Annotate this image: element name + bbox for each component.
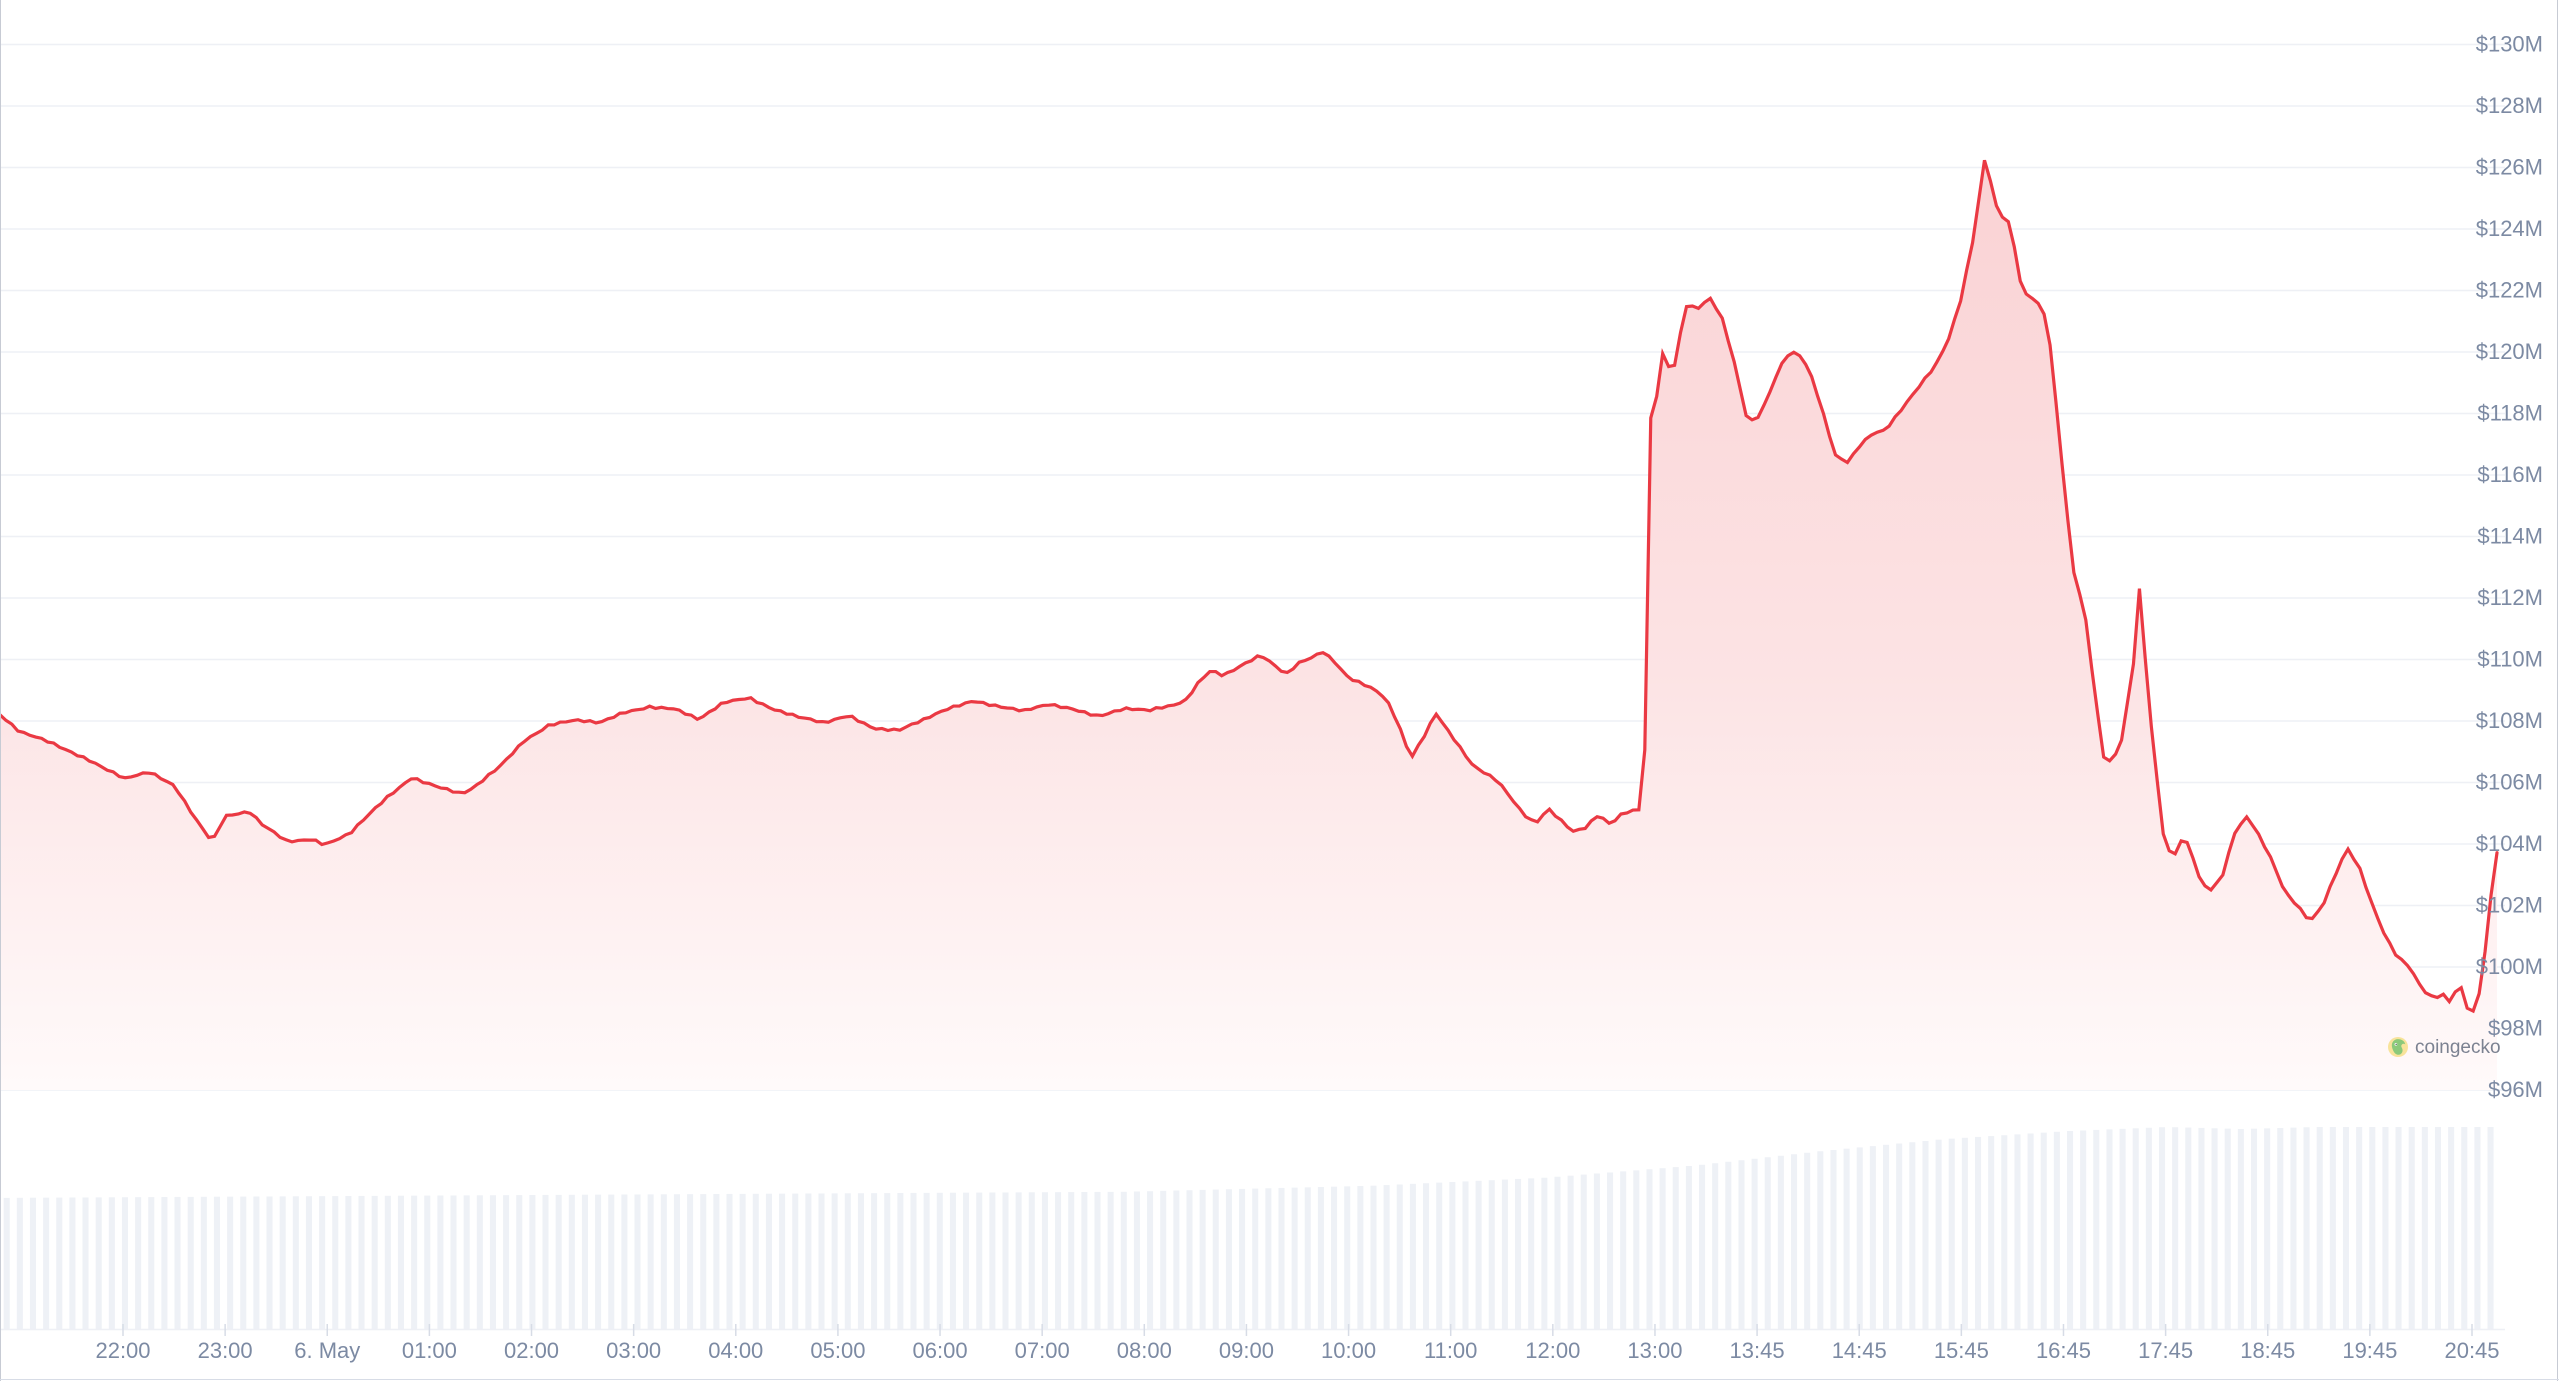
svg-text:$120M: $120M [2476, 339, 2543, 364]
svg-text:14:45: 14:45 [1832, 1338, 1887, 1363]
svg-text:$100M: $100M [2476, 954, 2543, 979]
svg-text:16:45: 16:45 [2036, 1338, 2091, 1363]
svg-text:$112M: $112M [2477, 585, 2543, 610]
svg-text:$118M: $118M [2477, 401, 2543, 426]
svg-text:19:45: 19:45 [2342, 1338, 2397, 1363]
svg-text:23:00: 23:00 [198, 1338, 253, 1363]
svg-text:$124M: $124M [2476, 216, 2543, 241]
svg-text:01:00: 01:00 [402, 1338, 457, 1363]
svg-text:10:00: 10:00 [1321, 1338, 1376, 1363]
svg-text:$122M: $122M [2476, 278, 2543, 303]
svg-text:08:00: 08:00 [1117, 1338, 1172, 1363]
svg-text:17:45: 17:45 [2138, 1338, 2193, 1363]
svg-text:$128M: $128M [2476, 93, 2543, 118]
svg-text:15:45: 15:45 [1934, 1338, 1989, 1363]
svg-text:$102M: $102M [2476, 893, 2543, 918]
svg-text:$96M: $96M [2488, 1077, 2543, 1102]
svg-text:11:00: 11:00 [1424, 1338, 1477, 1363]
svg-text:$126M: $126M [2476, 155, 2543, 180]
svg-text:22:00: 22:00 [95, 1338, 150, 1363]
svg-text:04:00: 04:00 [708, 1338, 763, 1363]
svg-text:07:00: 07:00 [1015, 1338, 1070, 1363]
svg-text:$130M: $130M [2476, 32, 2543, 57]
svg-text:05:00: 05:00 [810, 1338, 865, 1363]
svg-text:12:00: 12:00 [1525, 1338, 1580, 1363]
svg-text:$108M: $108M [2476, 708, 2543, 733]
svg-text:$110M: $110M [2477, 647, 2543, 672]
svg-text:$106M: $106M [2476, 770, 2543, 795]
svg-text:13:00: 13:00 [1627, 1338, 1682, 1363]
svg-text:06:00: 06:00 [913, 1338, 968, 1363]
svg-text:20:45: 20:45 [2444, 1338, 2499, 1363]
svg-text:$116M: $116M [2477, 462, 2543, 487]
svg-text:13:45: 13:45 [1730, 1338, 1785, 1363]
svg-text:6. May: 6. May [294, 1338, 360, 1363]
svg-text:18:45: 18:45 [2240, 1338, 2295, 1363]
svg-text:02:00: 02:00 [504, 1338, 559, 1363]
svg-text:$114M: $114M [2477, 524, 2543, 549]
svg-text:$104M: $104M [2476, 831, 2543, 856]
svg-text:03:00: 03:00 [606, 1338, 661, 1363]
svg-text:09:00: 09:00 [1219, 1338, 1274, 1363]
